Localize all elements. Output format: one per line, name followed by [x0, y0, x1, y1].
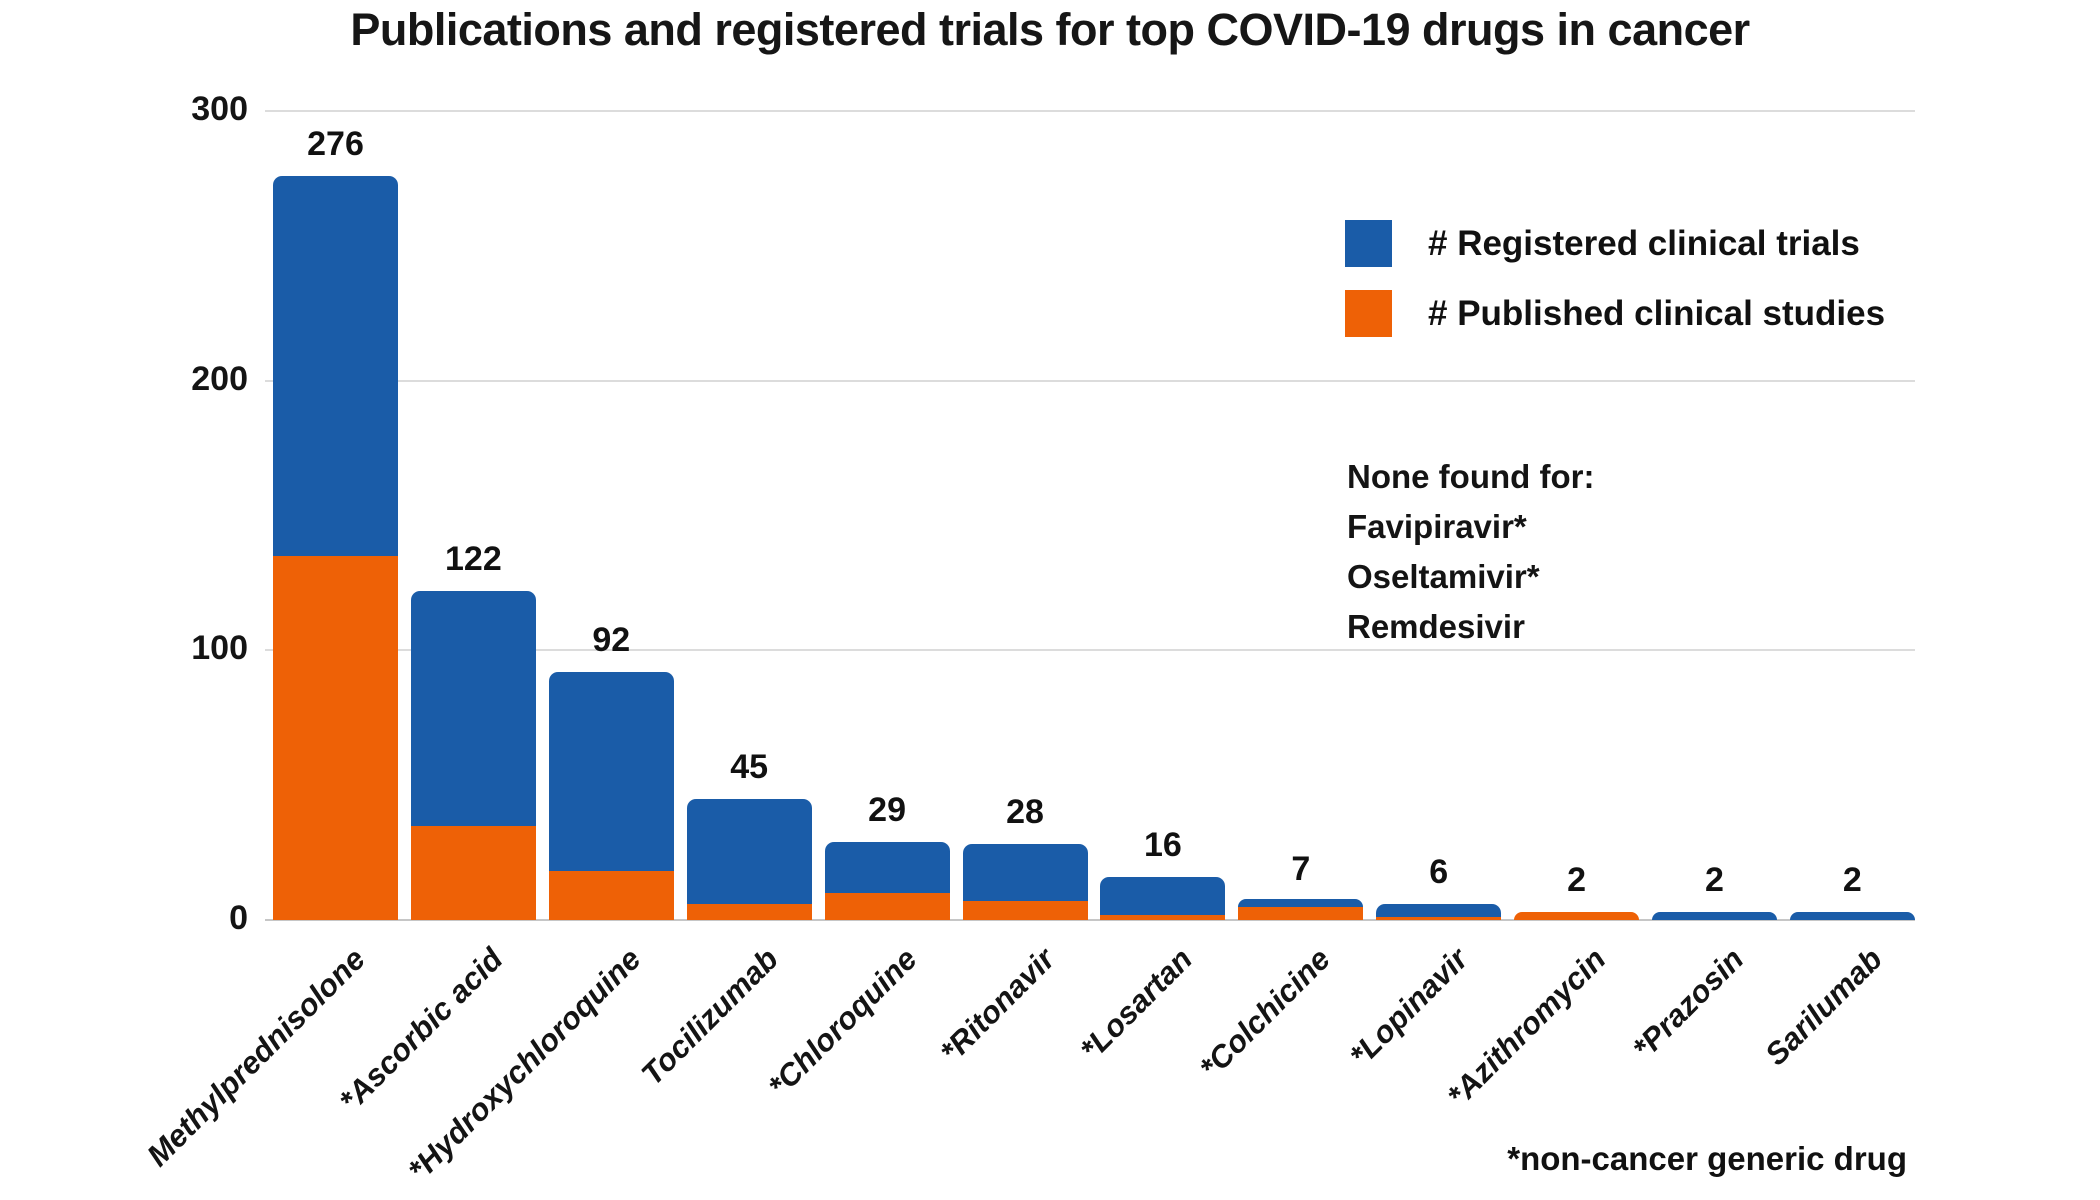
bar-registered-segment	[824, 841, 950, 894]
bar-value-label: 92	[592, 620, 631, 659]
bar-registered-segment	[962, 844, 1088, 902]
bar-published-segment	[962, 901, 1088, 920]
none-found-item: Favipiravir*	[1347, 508, 1527, 545]
x-tick-label: *Chloroquine	[760, 941, 924, 1104]
bar-registered-segment	[548, 671, 674, 872]
x-tick-label: *Losartan	[1073, 941, 1199, 1068]
bar-registered-segment	[1238, 898, 1364, 907]
x-tick-label: *Hydroxychloroquine	[400, 941, 648, 1188]
bar-published-segment	[410, 825, 536, 920]
bar-published-segment	[1238, 906, 1364, 920]
bar-published-segment	[1514, 912, 1640, 920]
y-tick-label: 100	[191, 629, 248, 668]
y-tick-label: 0	[229, 899, 248, 937]
bar-published-segment	[1100, 914, 1226, 920]
gridline	[265, 110, 1915, 112]
bar-value-label: 45	[730, 747, 769, 786]
bar-value-label: 28	[1006, 793, 1044, 832]
bar-registered-segment	[1100, 876, 1226, 915]
bar-value-label: 122	[445, 540, 502, 578]
bar-registered-segment	[273, 175, 398, 556]
bar-value-label: 16	[1143, 825, 1182, 864]
legend-swatch-published	[1345, 290, 1392, 337]
bar-published-segment	[273, 555, 398, 920]
x-axis-line	[265, 919, 1915, 921]
bar-value-label: 6	[1429, 852, 1449, 891]
bar-registered-segment	[410, 591, 536, 826]
bar-published-segment	[548, 871, 674, 920]
none-found-item: Remdesivir	[1347, 608, 1525, 645]
x-tick-label: Sarilumab	[1757, 941, 1889, 1073]
none-found-annotation: None found for: Favipiravir* Oseltamivir…	[1347, 452, 1594, 652]
bar-registered-segment	[1376, 903, 1502, 918]
footnote-generic-drug: *non-cancer generic drug	[1507, 1140, 1907, 1177]
x-tick-label: *Colchicine	[1192, 941, 1337, 1086]
gridline	[265, 379, 1915, 382]
legend-swatch-registered	[1345, 220, 1392, 267]
chart-title: Publications and registered trials for t…	[350, 4, 1750, 55]
none-found-header: None found for:	[1347, 458, 1595, 495]
x-tick-label: Tocilizumab	[634, 941, 786, 1092]
legend-item-registered-trials: # Registered clinical trials	[1345, 220, 1860, 267]
bar-published-segment	[1376, 917, 1502, 920]
bar-value-label: 2	[1567, 861, 1587, 899]
bar-value-label: 2	[1705, 861, 1724, 899]
x-tick-label: *Prazosin	[1625, 941, 1751, 1066]
legend-item-published-studies: # Published clinical studies	[1345, 290, 1885, 337]
bar-value-label: 2	[1842, 861, 1862, 899]
legend-label-published: # Published clinical studies	[1428, 293, 1886, 333]
bar-value-label: 29	[868, 790, 906, 829]
bar-registered-segment	[686, 798, 812, 904]
none-found-item: Oseltamivir*	[1347, 558, 1540, 595]
bar-registered-segment	[1652, 912, 1777, 920]
bar-published-segment	[686, 903, 812, 920]
x-tick-label: *Ritonavir	[932, 941, 1062, 1070]
bar-registered-segment	[1789, 912, 1915, 920]
x-tick-label: *Lopinavir	[1342, 941, 1475, 1074]
gridline	[265, 649, 1915, 652]
bar-value-label: 276	[307, 124, 364, 163]
legend-label-registered: # Registered clinical trials	[1428, 223, 1860, 263]
x-tick-label: Methylprednisolone	[139, 941, 372, 1174]
y-tick-label: 200	[191, 359, 248, 398]
bar-published-segment	[824, 893, 950, 920]
y-tick-label: 300	[191, 90, 248, 128]
bar-value-label: 7	[1291, 850, 1311, 889]
